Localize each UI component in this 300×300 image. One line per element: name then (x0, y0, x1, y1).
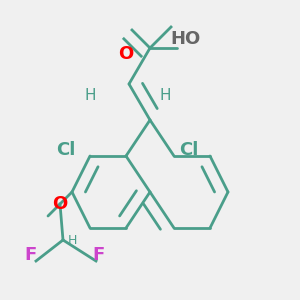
Text: F: F (24, 246, 36, 264)
Text: H: H (67, 233, 77, 247)
Text: Cl: Cl (56, 141, 76, 159)
Text: HO: HO (171, 30, 201, 48)
Text: F: F (93, 246, 105, 264)
Text: H: H (159, 88, 171, 104)
Text: H: H (84, 88, 96, 104)
Text: O: O (118, 45, 134, 63)
Text: O: O (52, 195, 68, 213)
Text: Cl: Cl (179, 141, 199, 159)
